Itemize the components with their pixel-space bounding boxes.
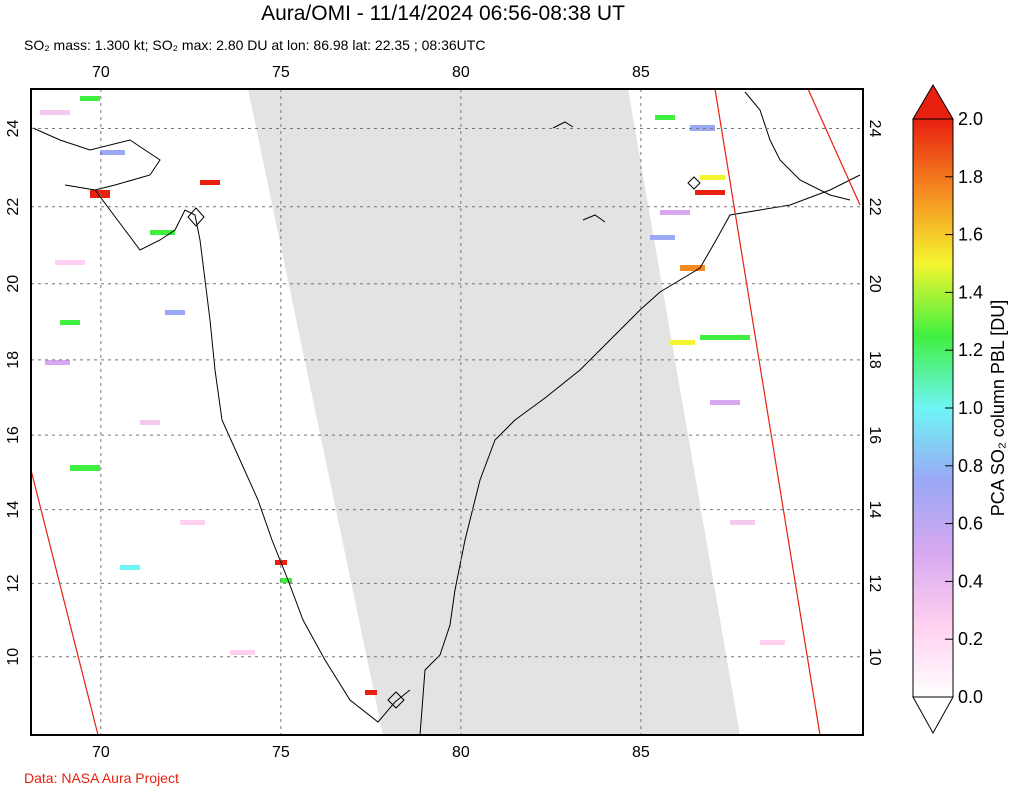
lat-tick-label: 22 xyxy=(5,198,22,216)
pixel xyxy=(655,115,675,120)
island xyxy=(552,121,574,129)
swath-edges xyxy=(30,88,861,736)
pixel xyxy=(365,690,377,695)
subtitle: SO₂ mass: 1.300 kt; SO₂ max: 2.80 DU at … xyxy=(24,37,485,53)
lat-tick-label: 18 xyxy=(5,351,22,369)
lat-tick-label: 14 xyxy=(5,501,22,519)
colorbar-tick-label: 1.4 xyxy=(958,282,983,302)
colorbar-tick-label: 0.4 xyxy=(958,571,983,591)
pixel xyxy=(90,190,110,198)
swath-gap xyxy=(248,89,740,735)
colorbar-label: PCA SO₂ column PBL [DU] xyxy=(988,300,1008,516)
pixel xyxy=(150,230,175,235)
pixel xyxy=(45,360,70,365)
lat-tick-label: 20 xyxy=(866,275,883,293)
pixel xyxy=(700,335,750,340)
colorbar-tick-label: 1.6 xyxy=(958,225,983,245)
island xyxy=(582,214,606,223)
lat-tick-label: 18 xyxy=(866,351,883,369)
pixel xyxy=(700,175,725,180)
pixel xyxy=(60,320,80,325)
lat-tick-label: 12 xyxy=(5,574,22,592)
lon-tick-label: 80 xyxy=(452,64,470,81)
pixel xyxy=(670,340,695,345)
pixel xyxy=(55,260,85,265)
pixel xyxy=(80,96,100,101)
swath-edge xyxy=(30,469,99,736)
colorbar-under xyxy=(912,696,954,735)
pixel xyxy=(230,650,255,655)
pixel xyxy=(680,265,705,271)
pixel xyxy=(280,578,292,583)
colorbar-tick-label: 0.2 xyxy=(958,629,983,649)
coast-kutch xyxy=(32,127,161,191)
colorbar-tick-label: 0.8 xyxy=(958,456,983,476)
lat-tick-label: 24 xyxy=(5,120,22,138)
lon-tick-label: 70 xyxy=(92,64,110,81)
lon-tick-label: 85 xyxy=(632,744,650,761)
pixel xyxy=(200,180,220,185)
lon-tick-label: 85 xyxy=(632,64,650,81)
colorbar-over xyxy=(912,84,954,120)
lon-tick-label: 75 xyxy=(272,744,290,761)
title: Aura/OMI - 11/14/2024 06:56-08:38 UT xyxy=(261,2,625,25)
swath-edge xyxy=(714,88,821,736)
lon-tick-label: 70 xyxy=(92,744,110,761)
lat-tick-label: 16 xyxy=(5,426,22,444)
diamond-marker xyxy=(387,691,405,709)
colorbar-tick-label: 1.2 xyxy=(958,340,983,360)
pixel xyxy=(660,210,690,215)
pixel xyxy=(760,640,785,645)
colorbar-tick-label: 1.0 xyxy=(958,398,983,418)
lat-tick-label: 24 xyxy=(866,120,883,138)
pixel xyxy=(70,465,100,471)
coast-west xyxy=(64,184,411,723)
coast-east xyxy=(419,174,861,736)
colorbar-tick-label: 0.6 xyxy=(958,514,983,534)
lat-tick-label: 10 xyxy=(5,648,22,666)
pixel xyxy=(650,235,675,240)
lat-tick-label: 16 xyxy=(866,426,883,444)
pixel xyxy=(100,150,125,155)
pixel xyxy=(120,565,140,570)
credit: Data: NASA Aura Project xyxy=(24,770,179,786)
pixel xyxy=(40,110,70,115)
map xyxy=(30,88,863,736)
pixel xyxy=(690,125,715,131)
lon-tick-label: 75 xyxy=(272,64,290,81)
pixel xyxy=(710,400,740,405)
lat-tick-label: 22 xyxy=(866,198,883,216)
lat-tick-label: 10 xyxy=(866,648,883,666)
diamond-marker xyxy=(187,207,205,227)
map-frame xyxy=(30,88,864,736)
swath-edge xyxy=(807,88,861,206)
colorbar-tick-label: 2.0 xyxy=(958,109,983,129)
pixel xyxy=(695,190,725,195)
lat-tick-label: 14 xyxy=(866,501,883,519)
pixel-stripes xyxy=(40,96,785,695)
lat-tick-label: 12 xyxy=(866,575,883,593)
pixel xyxy=(165,310,185,315)
border xyxy=(744,91,851,201)
lon-tick-label: 80 xyxy=(452,744,470,761)
coastline xyxy=(32,91,861,736)
pixel xyxy=(140,420,160,425)
pixel xyxy=(180,520,205,525)
colorbar-tick-label: 1.8 xyxy=(958,167,983,187)
diamond-marker xyxy=(687,176,701,190)
pixel xyxy=(730,520,755,525)
colorbar-tick-label: 0.0 xyxy=(958,687,983,707)
lat-tick-label: 20 xyxy=(5,275,22,293)
